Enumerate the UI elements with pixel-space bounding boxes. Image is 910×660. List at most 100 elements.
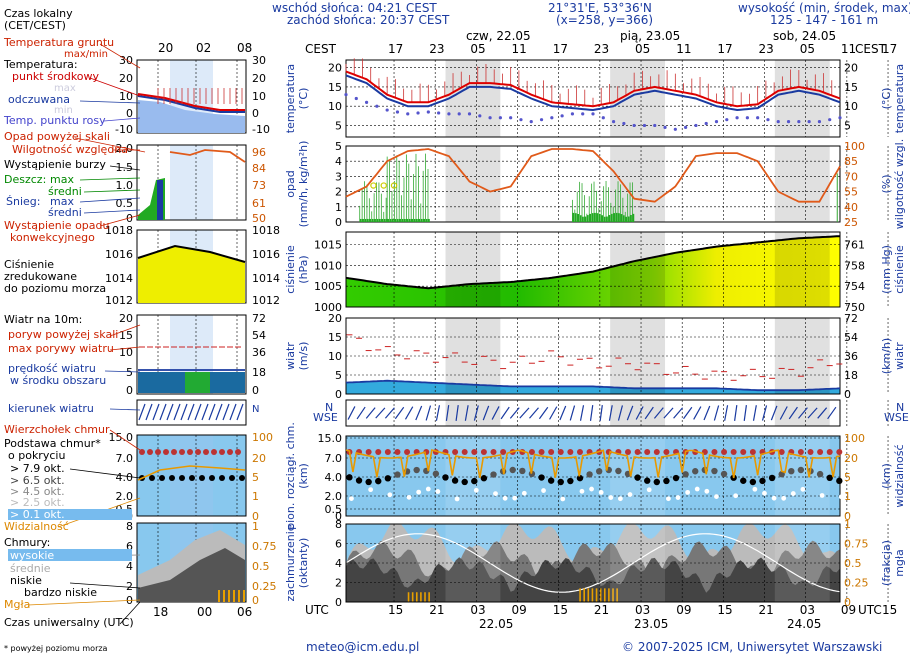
cest-hour-4: 17 (553, 42, 568, 56)
temp-panel-title-right: temperatura (893, 64, 906, 133)
mini-utc-0: 18 (153, 605, 168, 619)
dew-point-9 (437, 111, 441, 115)
dew-point-2 (364, 100, 369, 104)
mini-wind-arrow (166, 403, 174, 421)
utc-hour-8: 15 (717, 603, 732, 617)
cloud-base-dot (768, 474, 776, 482)
precip-panel-ltick-5: 0 (335, 216, 342, 229)
mini-top-dot (235, 449, 241, 455)
legend-snow-max: max (50, 195, 74, 208)
mini-cloud-rtick-0: 1 (252, 520, 259, 533)
dew-point-0 (344, 93, 348, 97)
cloud-top-dot (653, 449, 660, 455)
wind-arrow (644, 406, 654, 420)
mini-press-rtick-3: 1012 (252, 294, 280, 307)
rain-mean-bar (572, 212, 575, 222)
legend-gust-max: max porywy wiatru (8, 342, 114, 355)
dew-point-29 (642, 123, 647, 128)
rain-mean-bar (415, 218, 418, 222)
altitude-title: wysokość (min, środek, max) (738, 1, 910, 15)
cloud-base-dot (490, 471, 497, 478)
rain-mean-bar (359, 218, 362, 222)
mini-wind-arrow (138, 403, 146, 421)
rain-mean-bar (391, 218, 394, 222)
cloud-top-dot (471, 449, 478, 455)
cloud-base-dot (576, 474, 584, 482)
mini-rain-ltick-0: 2.0 (116, 142, 134, 155)
mini-wind-rtick-3: 18 (252, 366, 266, 379)
footer-email[interactable]: meteo@icm.edu.pl (306, 640, 419, 654)
cloud-base-dot (442, 474, 449, 481)
dew-point-31 (663, 125, 667, 129)
temp-panel-ltick-1: 15 (328, 81, 342, 94)
mini-temp-rtick-2: 10 (252, 90, 266, 103)
cloud-base-dot-low (541, 488, 546, 493)
mini-cloud-ltick-3: 2 (126, 580, 133, 593)
fog-bar (608, 588, 610, 602)
legend-leader-3 (103, 117, 141, 122)
dew-point-48 (838, 116, 842, 120)
mini-wind-arrow (194, 403, 202, 421)
dew-point-20 (550, 116, 554, 120)
cloud-top-dot (548, 449, 555, 455)
mini-cbase-ltick-2: 4.0 (116, 471, 134, 484)
mini-base-dot (189, 475, 195, 481)
press-panel-ltick-0: 1015 (314, 239, 342, 252)
wind-arrow (788, 406, 798, 420)
mini-cloud-ltick-1: 6 (126, 540, 133, 553)
cloud-top-dot (452, 449, 459, 455)
mini-cbase-rtick-1: 20 (252, 452, 266, 465)
cloud-base-dot (509, 466, 516, 474)
precip-panel-title-right: wilgotność wzgl. (893, 139, 906, 229)
dew-point-47 (828, 118, 832, 122)
mini-base-dot (199, 475, 205, 481)
wind-arrow (683, 406, 693, 420)
cloud-top-dot (711, 449, 718, 455)
mini-wind-rtick-4: 0 (252, 384, 259, 397)
rain-mean-bar (625, 216, 628, 222)
wind-arrow (703, 405, 711, 421)
rain-mean-bar (411, 218, 413, 222)
dew-point-21 (560, 114, 564, 118)
wind-panel-rtick-1: 54 (844, 331, 858, 344)
cloud-base-dot-low (521, 490, 527, 496)
rain-mean-bar (613, 213, 616, 222)
mini-fog-bar (243, 590, 245, 602)
wind-arrow (375, 407, 386, 419)
cloud-base-dot (461, 478, 468, 486)
rain-mean-bar (406, 218, 409, 222)
cloud-base-dot-low (704, 488, 710, 494)
press-panel-title-right: ciśnienie (893, 245, 906, 294)
temp-panel-night-0 (445, 60, 501, 137)
mini-base-dot (179, 475, 185, 481)
rain-mean-bar (364, 218, 367, 222)
precip-panel-rtick-0: 100 (844, 140, 865, 153)
cloud-base-dot (797, 466, 805, 474)
mini-cloud-rtick-2: 0.5 (252, 560, 270, 573)
dir-compass-wse: WSE (884, 411, 909, 424)
cest-hour-9: 23 (759, 42, 774, 56)
utc-hour-1: 21 (429, 603, 444, 617)
legend-temp-max: max (54, 83, 76, 94)
cloud-panel-title-left: zachmurzenie (284, 524, 297, 601)
precip-panel-ltick-0: 5 (335, 140, 342, 153)
dew-point-18 (529, 120, 533, 124)
legend-leader-7 (79, 177, 141, 181)
mini-top-dot (227, 449, 233, 455)
dew-point-25 (601, 116, 605, 120)
cloud-base-dot-low (608, 495, 614, 500)
dir-panel-bg (346, 400, 840, 426)
press-panel-rtick-0: 761 (844, 239, 865, 252)
utc-hour-0: 15 (388, 603, 403, 617)
press-panel-rtick-1: 758 (844, 259, 865, 272)
precip-panel-rtick-1: 85 (844, 155, 858, 168)
mini-base-dot (149, 475, 155, 481)
fog-bar (579, 588, 581, 602)
cloud-base-dot (471, 477, 478, 485)
mini-rain-ltick-3: 0.5 (116, 197, 134, 210)
rain-mean-bar (381, 218, 384, 222)
fog-bar (415, 592, 418, 602)
mini-fog-bar (223, 590, 225, 602)
humidity-line (345, 148, 841, 203)
cest-hour-8: 17 (717, 42, 732, 56)
